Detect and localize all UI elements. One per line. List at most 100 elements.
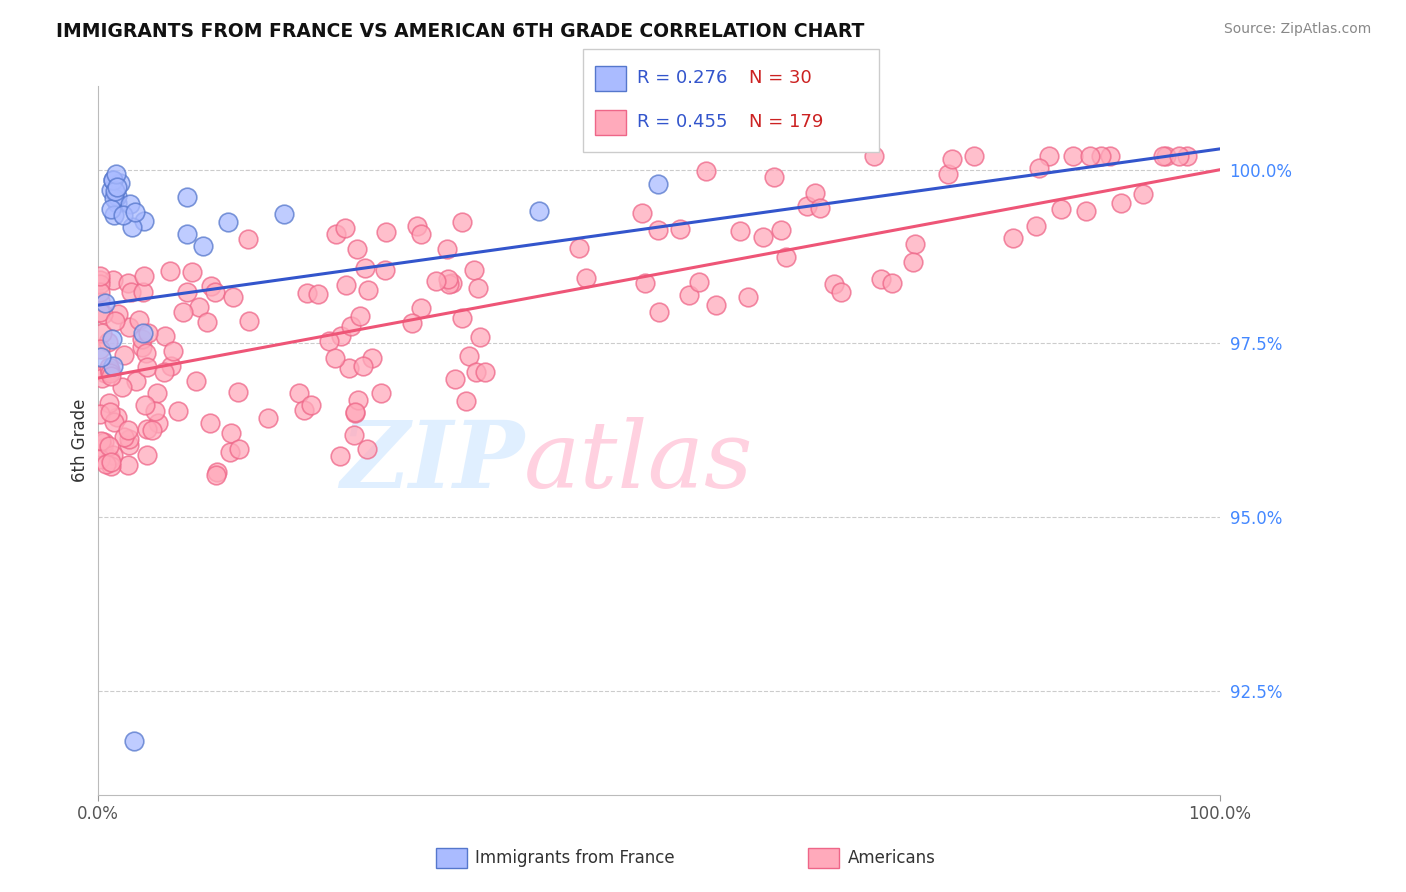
Point — [830, 285, 852, 300]
Point — [112, 348, 135, 362]
Point — [575, 271, 598, 285]
Point — [103, 173, 125, 187]
Point — [335, 277, 357, 292]
Point — [346, 242, 368, 256]
Point — [120, 285, 142, 300]
Point — [176, 190, 198, 204]
Point — [299, 398, 322, 412]
Point — [325, 227, 347, 241]
Point — [117, 423, 139, 437]
Point — [134, 214, 156, 228]
Point — [132, 285, 155, 299]
Point — [436, 272, 458, 286]
Point — [1168, 149, 1191, 163]
Point — [287, 385, 309, 400]
Point — [90, 326, 112, 340]
Point — [257, 410, 280, 425]
Point — [1152, 149, 1174, 163]
Point — [96, 457, 118, 471]
Point — [89, 342, 111, 356]
Point — [463, 262, 485, 277]
Point — [103, 208, 125, 222]
Text: ZIP: ZIP — [340, 417, 524, 507]
Point — [401, 316, 423, 330]
Point — [370, 386, 392, 401]
Point — [236, 232, 259, 246]
Point — [238, 314, 260, 328]
Point — [153, 365, 176, 379]
Point — [1090, 149, 1112, 163]
Point — [936, 167, 959, 181]
Point — [104, 184, 127, 198]
Point — [882, 276, 904, 290]
Point — [105, 196, 128, 211]
Point — [374, 225, 396, 239]
Point — [100, 458, 122, 473]
Point — [467, 281, 489, 295]
Point — [330, 328, 353, 343]
Point — [1049, 202, 1071, 216]
Point — [100, 369, 122, 384]
Point — [804, 186, 827, 200]
Text: Americans: Americans — [848, 849, 936, 867]
Point — [343, 406, 366, 420]
Point — [101, 173, 124, 187]
Point — [100, 455, 122, 469]
Point — [1028, 161, 1050, 175]
Point — [160, 359, 183, 373]
Point — [339, 361, 361, 376]
Point — [204, 285, 226, 299]
Text: IMMIGRANTS FROM FRANCE VS AMERICAN 6TH GRADE CORRELATION CHART: IMMIGRANTS FROM FRANCE VS AMERICAN 6TH G… — [56, 22, 865, 41]
Point — [870, 271, 893, 285]
Point — [425, 274, 447, 288]
Point — [118, 432, 141, 446]
Point — [775, 250, 797, 264]
Point — [97, 334, 120, 349]
Point — [436, 242, 458, 256]
Point — [354, 261, 377, 276]
Point — [136, 448, 159, 462]
Point — [963, 149, 986, 163]
Point — [94, 367, 117, 381]
Point — [228, 442, 250, 457]
Point — [323, 351, 346, 366]
Point — [352, 359, 374, 373]
Point — [318, 334, 340, 348]
Point — [198, 416, 221, 430]
Point — [219, 445, 242, 459]
Point — [131, 332, 153, 346]
Point — [1132, 187, 1154, 202]
Point — [89, 452, 111, 467]
Point — [172, 304, 194, 318]
Point — [103, 415, 125, 429]
Point — [1062, 149, 1084, 163]
Point — [357, 283, 380, 297]
Point — [98, 404, 121, 418]
Point — [104, 313, 127, 327]
Point — [98, 363, 121, 377]
Point — [104, 167, 127, 181]
Point — [89, 277, 111, 291]
Point — [292, 402, 315, 417]
Point — [634, 277, 657, 291]
Point — [941, 152, 963, 166]
Point — [89, 305, 111, 319]
Point — [98, 439, 121, 453]
Point — [1109, 195, 1132, 210]
Text: N = 30: N = 30 — [749, 70, 813, 87]
Point — [344, 405, 367, 419]
Point — [205, 468, 228, 483]
Point — [98, 396, 121, 410]
Point — [219, 426, 242, 441]
Text: R = 0.455: R = 0.455 — [637, 113, 727, 131]
Point — [527, 204, 550, 219]
Point — [222, 289, 245, 303]
Point — [295, 286, 318, 301]
Point — [117, 276, 139, 290]
Point — [107, 307, 129, 321]
Point — [1156, 149, 1178, 163]
Y-axis label: 6th Grade: 6th Grade — [72, 399, 89, 483]
Point — [176, 285, 198, 299]
Point — [117, 458, 139, 473]
Point — [903, 254, 925, 268]
